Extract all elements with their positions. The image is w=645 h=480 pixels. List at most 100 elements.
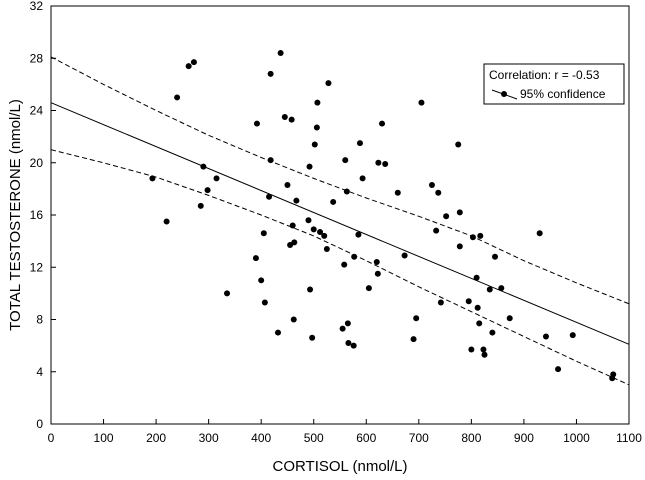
data-point <box>313 124 320 131</box>
data-point <box>310 226 317 233</box>
legend-box <box>483 63 625 105</box>
data-point <box>258 277 265 284</box>
data-point <box>343 188 350 195</box>
data-point <box>325 80 332 87</box>
data-point <box>394 189 401 196</box>
data-point <box>610 371 617 378</box>
data-point <box>267 157 274 164</box>
data-point <box>291 239 298 246</box>
data-point <box>267 70 274 77</box>
data-point <box>410 336 417 343</box>
x-tick-label: 600 <box>356 431 376 445</box>
data-point <box>200 163 207 170</box>
data-point <box>149 175 156 182</box>
data-point <box>473 274 480 281</box>
data-point <box>536 230 543 237</box>
legend-point-sample <box>501 91 507 97</box>
data-point <box>252 255 259 262</box>
data-point <box>542 333 549 340</box>
y-tick-label: 24 <box>30 104 44 118</box>
data-point <box>253 120 260 127</box>
data-point <box>309 334 316 341</box>
data-point <box>274 329 281 336</box>
x-axis-title: CORTISOL (nmol/L) <box>272 458 407 475</box>
y-tick-label: 20 <box>30 156 44 170</box>
data-point <box>428 181 435 188</box>
x-tick-label: 500 <box>304 431 324 445</box>
x-tick-label: 1000 <box>563 431 590 445</box>
data-point <box>375 159 382 166</box>
x-tick-label: 100 <box>94 431 114 445</box>
data-point <box>266 193 273 200</box>
data-point <box>284 181 291 188</box>
data-point <box>290 316 297 323</box>
data-point <box>174 94 181 101</box>
data-point <box>379 120 386 127</box>
data-point <box>569 332 576 339</box>
y-tick-label: 4 <box>36 365 43 379</box>
x-tick-label: 200 <box>146 431 166 445</box>
x-tick-label: 800 <box>461 431 481 445</box>
data-point <box>345 340 352 347</box>
data-point <box>401 252 408 259</box>
data-point <box>330 198 337 205</box>
data-point <box>321 232 328 239</box>
data-point <box>204 187 211 194</box>
data-point <box>498 285 505 292</box>
data-point <box>224 290 231 297</box>
data-point <box>413 315 420 322</box>
y-tick-label: 0 <box>36 417 43 431</box>
data-point <box>456 209 463 216</box>
data-point <box>306 163 313 170</box>
data-point <box>492 253 499 260</box>
data-point <box>305 217 312 224</box>
data-point <box>474 304 481 311</box>
data-point <box>469 234 476 241</box>
data-point <box>213 175 220 182</box>
data-point <box>555 366 562 373</box>
data-point <box>185 63 192 70</box>
data-point <box>339 325 346 332</box>
legend: Correlation: r = -0.53 95% confidence <box>483 63 625 105</box>
y-tick-label: 32 <box>30 0 44 13</box>
data-point <box>373 259 380 266</box>
data-point <box>197 202 204 209</box>
regression-line <box>50 102 630 345</box>
data-point <box>317 228 324 235</box>
y-tick-label: 12 <box>30 260 44 274</box>
legend-confidence-label: 95% confidence <box>520 87 606 101</box>
data-point <box>476 320 483 327</box>
data-point <box>382 161 389 168</box>
data-point <box>506 315 513 322</box>
y-tick-label: 28 <box>30 51 44 65</box>
data-point <box>355 231 362 238</box>
data-point <box>277 50 284 57</box>
data-point <box>289 222 296 229</box>
data-point <box>365 285 372 292</box>
data-point <box>341 261 348 268</box>
x-tick-label: 400 <box>251 431 271 445</box>
data-point <box>435 189 442 196</box>
data-point <box>314 99 321 106</box>
data-point <box>293 197 300 204</box>
data-point <box>359 175 366 182</box>
data-point <box>323 245 330 252</box>
data-point <box>281 114 288 121</box>
data-point <box>481 351 488 358</box>
data-point <box>261 299 268 306</box>
data-point <box>465 298 472 305</box>
x-tick-label: 1100 <box>616 431 642 445</box>
axis-ticks: 0 100 200 300 400 500 600 700 800 900 1000 1100 0 4 8 1… <box>30 0 643 445</box>
data-point <box>480 346 487 353</box>
data-point <box>477 232 484 239</box>
data-point <box>344 320 351 327</box>
x-tick-label: 0 <box>48 431 55 445</box>
data-point <box>489 329 496 336</box>
data-point <box>455 141 462 148</box>
data-point <box>311 141 318 148</box>
confidence-upper-band <box>50 56 630 305</box>
x-tick-label: 700 <box>409 431 429 445</box>
y-tick-label: 8 <box>36 313 43 327</box>
data-point <box>342 157 349 164</box>
data-point <box>418 99 425 106</box>
